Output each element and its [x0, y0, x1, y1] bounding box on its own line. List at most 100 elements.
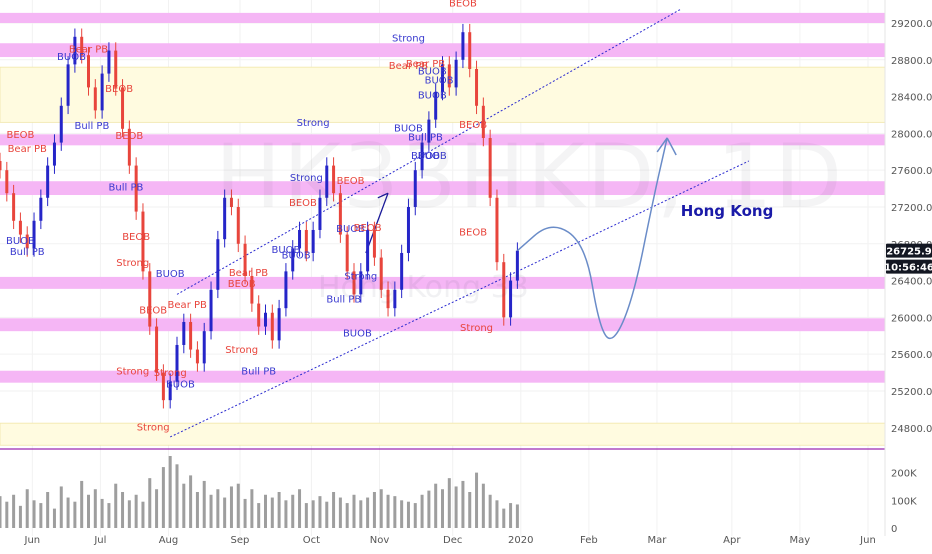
- signal-buob: BUOB: [336, 224, 365, 235]
- signal-strong: Strong: [116, 366, 149, 377]
- signal-bull-pb: Bull PB: [74, 121, 109, 132]
- volume-bar: [311, 500, 315, 528]
- volume-tick-label: 0: [891, 524, 897, 535]
- volume-bar: [352, 494, 356, 528]
- volume-bar: [39, 503, 43, 528]
- annotation-hong-kong: Hong Kong: [681, 202, 774, 220]
- candle-body: [114, 50, 118, 88]
- signal-buob: BUOB: [343, 329, 372, 340]
- signal-beob: BEOB: [337, 176, 365, 187]
- candle-body: [100, 73, 104, 111]
- candle-body: [468, 32, 472, 69]
- signal-buob: BUOB: [6, 236, 35, 247]
- volume-bar: [427, 490, 431, 528]
- volume-bar: [318, 496, 322, 528]
- price-tick-label: 28800.0: [891, 56, 932, 67]
- volume-bar: [175, 464, 179, 528]
- price-tick-label: 28000.0: [891, 129, 932, 140]
- candle-body: [209, 289, 213, 332]
- candle-body: [141, 211, 145, 272]
- volume-bar: [359, 500, 363, 528]
- signal-strong: Strong: [297, 118, 330, 129]
- signal-bull-pb: Bull PB: [408, 133, 443, 144]
- volume-bar: [195, 492, 199, 528]
- volume-bar: [5, 501, 9, 528]
- resistance-zone: [0, 318, 885, 332]
- signal-strong: Strong: [116, 258, 149, 269]
- candle-body: [182, 321, 186, 345]
- price-tick-label: 27600.0: [891, 166, 932, 177]
- candle-body: [441, 64, 444, 92]
- volume-bar: [386, 494, 390, 528]
- signal-strong: Strong: [460, 323, 493, 334]
- candle-body: [66, 64, 70, 106]
- candle-body: [311, 229, 315, 253]
- candle-body: [134, 165, 138, 212]
- volume-bar: [406, 501, 410, 528]
- resistance-zone: [0, 43, 885, 58]
- signal-buob: BUOB: [418, 151, 447, 162]
- channel-lower-line: [169, 160, 750, 438]
- candle-body: [352, 271, 356, 295]
- price-tick-label: 29200.0: [891, 19, 932, 30]
- signal-bear-pb: Bear PB: [229, 268, 268, 279]
- candle-body: [257, 303, 261, 327]
- candle-body: [447, 64, 451, 88]
- signal-buob: BUOB: [425, 76, 454, 87]
- volume-bar: [236, 483, 240, 528]
- candle-body: [5, 170, 9, 194]
- signal-buob: BUOB: [57, 52, 86, 63]
- signal-labels: BEOB Bear PB BUOB Bull PB BUOB Bear PB BEOB Bul…: [6, 0, 493, 434]
- volume-bar: [366, 497, 370, 528]
- volume-bar: [134, 494, 138, 528]
- price-tick-label: 27200.0: [891, 203, 932, 214]
- candle-body: [277, 308, 281, 341]
- candle-body: [202, 331, 206, 364]
- signal-beob: BEOB: [105, 84, 133, 95]
- candle-body: [304, 229, 308, 253]
- volume-bar: [475, 472, 479, 528]
- candle-body: [359, 271, 363, 295]
- volume-histogram: [0, 448, 932, 528]
- candle-body: [488, 137, 492, 198]
- volume-bar: [80, 480, 84, 528]
- volume-tick-label: 200K: [891, 469, 917, 480]
- signal-buob: BUOB: [271, 245, 300, 256]
- volume-bar: [454, 486, 458, 528]
- candle-body: [400, 252, 404, 290]
- candle-body: [291, 248, 295, 272]
- volume-bar: [32, 500, 36, 528]
- time-tick-label: Mar: [648, 535, 668, 546]
- volume-bar: [434, 483, 438, 528]
- resistance-zone: [0, 134, 885, 146]
- candle-body: [318, 197, 322, 230]
- price-projection: Hong Kong: [516, 137, 774, 340]
- volume-bar: [393, 496, 397, 528]
- volume-bar: [304, 503, 308, 528]
- signal-strong: Strong: [392, 33, 425, 44]
- price-tick-label: 28400.0: [891, 93, 932, 104]
- candle-body: [434, 91, 438, 120]
- candle-body: [366, 229, 370, 272]
- candle-body: [509, 280, 513, 318]
- volume-bar: [121, 492, 125, 528]
- candle-body: [475, 68, 479, 106]
- signal-bear-pb: Bear PB: [406, 59, 445, 70]
- price-tick-label: 24800.0: [891, 424, 932, 435]
- volume-bar: [372, 492, 376, 528]
- candle-body: [189, 321, 193, 350]
- candle-body: [93, 87, 97, 111]
- volume-bar: [291, 494, 295, 528]
- signal-beob: BEOB: [139, 306, 167, 317]
- volume-bar: [148, 478, 152, 528]
- signal-strong: Strong: [344, 272, 377, 283]
- signal-strong: Strong: [290, 173, 323, 184]
- candle-body: [495, 197, 499, 263]
- candle-body: [107, 50, 111, 74]
- price-tick-label: 25200.0: [891, 387, 932, 398]
- candle-body: [80, 36, 84, 56]
- time-tick-label: Nov: [370, 535, 390, 546]
- volume-bar: [325, 501, 329, 528]
